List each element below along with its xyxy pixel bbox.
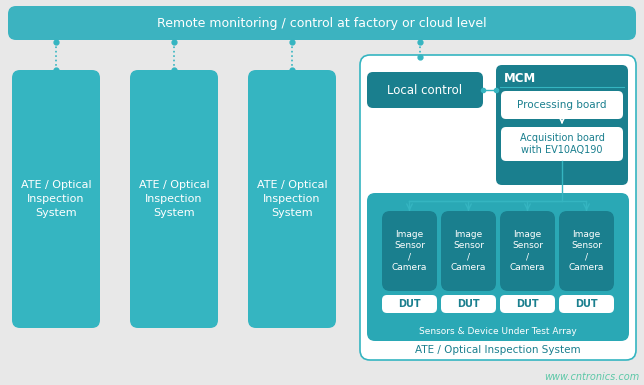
FancyBboxPatch shape [130,70,218,328]
FancyBboxPatch shape [382,295,437,313]
Text: Local control: Local control [388,84,462,97]
FancyBboxPatch shape [501,91,623,119]
Text: Image
Sensor
/
Camera: Image Sensor / Camera [510,230,545,272]
Text: ATE / Optical
Inspection
System: ATE / Optical Inspection System [21,180,91,218]
Text: www.cntronics.com: www.cntronics.com [544,372,639,382]
FancyBboxPatch shape [360,55,636,360]
FancyBboxPatch shape [441,295,496,313]
Text: DUT: DUT [575,299,598,309]
FancyBboxPatch shape [12,70,100,328]
FancyBboxPatch shape [367,193,629,341]
Text: Processing board: Processing board [517,100,607,110]
Text: ATE / Optical
Inspection
System: ATE / Optical Inspection System [257,180,327,218]
Text: Image
Sensor
/
Camera: Image Sensor / Camera [451,230,486,272]
Text: DUT: DUT [457,299,480,309]
Text: ATE / Optical
Inspection
System: ATE / Optical Inspection System [138,180,209,218]
FancyBboxPatch shape [248,70,336,328]
Text: Acquisition board
with EV10AQ190: Acquisition board with EV10AQ190 [520,133,605,155]
Text: MCM: MCM [504,72,536,84]
FancyBboxPatch shape [382,211,437,291]
Text: Sensors & Device Under Test Array: Sensors & Device Under Test Array [419,328,577,336]
Text: DUT: DUT [398,299,421,309]
Text: Image
Sensor
/
Camera: Image Sensor / Camera [392,230,427,272]
FancyBboxPatch shape [559,295,614,313]
FancyBboxPatch shape [496,65,628,185]
FancyBboxPatch shape [8,6,636,40]
FancyBboxPatch shape [559,211,614,291]
FancyBboxPatch shape [500,211,555,291]
Text: DUT: DUT [516,299,539,309]
Text: Remote monitoring / control at factory or cloud level: Remote monitoring / control at factory o… [157,17,487,30]
FancyBboxPatch shape [500,295,555,313]
FancyBboxPatch shape [501,127,623,161]
FancyBboxPatch shape [441,211,496,291]
FancyBboxPatch shape [367,72,483,108]
Text: Image
Sensor
/
Camera: Image Sensor / Camera [569,230,604,272]
Text: ATE / Optical Inspection System: ATE / Optical Inspection System [415,345,581,355]
